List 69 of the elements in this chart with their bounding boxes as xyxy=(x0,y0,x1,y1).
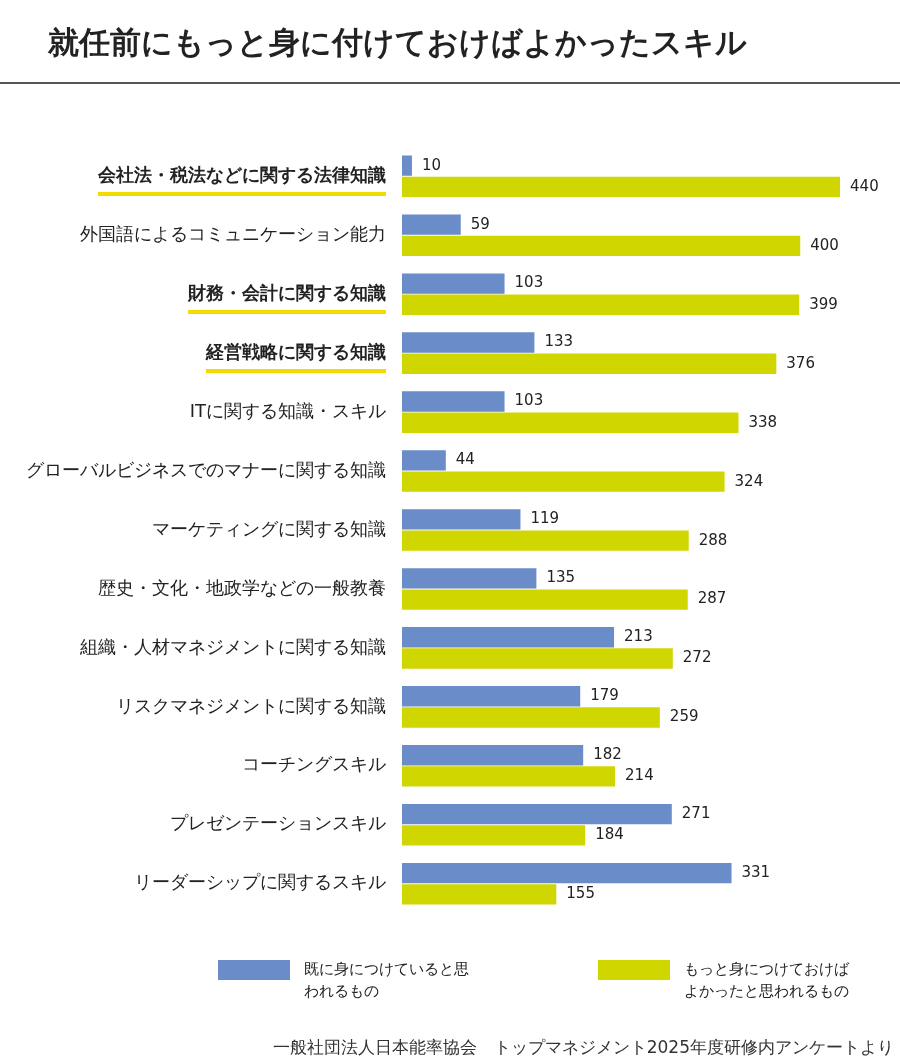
bar xyxy=(402,294,800,315)
data-label: 179 xyxy=(590,686,619,705)
y-tick-label: リスクマネジメントに関する知識 xyxy=(116,694,386,716)
y-tick-label: 歴史・文化・地政学などの一般教養 xyxy=(98,576,386,598)
bar xyxy=(402,884,557,905)
data-label: 259 xyxy=(669,707,699,726)
y-tick-label: コーチングスキル xyxy=(242,753,386,775)
data-label: 213 xyxy=(624,627,653,646)
chart-title: 就任前にもっと身に付けておけばよかったスキル xyxy=(0,0,900,84)
bar xyxy=(402,214,461,235)
bar xyxy=(402,825,586,846)
bar xyxy=(402,627,615,648)
data-label: 184 xyxy=(595,825,624,844)
bar xyxy=(402,509,521,530)
data-label: 103 xyxy=(514,273,544,292)
y-tick-label: マーケティングに関する知識 xyxy=(152,517,386,539)
data-label: 155 xyxy=(566,884,595,903)
bar xyxy=(402,568,537,589)
bar xyxy=(402,155,412,176)
data-label: 44 xyxy=(455,450,475,469)
data-label: 338 xyxy=(748,412,778,431)
bar xyxy=(402,530,689,551)
bar xyxy=(402,176,841,198)
bar xyxy=(402,235,801,257)
data-label: 214 xyxy=(625,766,654,785)
text: 一般社団法人日本能率協会 トップマネジメント2025年度研修内アンケートより xyxy=(272,1036,894,1059)
bar xyxy=(402,273,505,294)
bar xyxy=(402,766,616,787)
bar xyxy=(402,471,725,492)
bar xyxy=(402,803,672,825)
data-label: 103 xyxy=(514,391,544,410)
bar xyxy=(402,862,732,884)
y-tick-label: 会社法・税法などに関する法律知識 xyxy=(97,163,386,185)
data-label: 440 xyxy=(850,176,879,195)
data-label: 59 xyxy=(470,214,490,233)
bar xyxy=(402,648,673,669)
legend-label: もっと身につけておけばよかったと思われるもの xyxy=(684,959,850,1002)
bar xyxy=(402,707,660,728)
bar xyxy=(402,332,535,353)
bar xyxy=(402,686,581,707)
y-tick-label: 財務・会計に関する知識 xyxy=(187,281,386,303)
legend-label: 既に身につけていると思われるもの xyxy=(304,959,470,1002)
y-tick-label: リーダーシップに関するスキル xyxy=(134,871,386,893)
data-label: 399 xyxy=(809,294,838,313)
data-label: 182 xyxy=(593,745,622,764)
data-label: 10 xyxy=(421,155,442,174)
data-label: 288 xyxy=(698,530,728,549)
y-tick-label: 外国語によるコミュニケーション能力 xyxy=(80,222,386,244)
data-label: 324 xyxy=(734,471,764,490)
data-label: 331 xyxy=(741,863,771,881)
data-label: 272 xyxy=(682,648,712,667)
y-tick-label: グローバルビジネスでのマナーに関する知識 xyxy=(26,458,386,480)
bar xyxy=(402,353,777,374)
data-label: 133 xyxy=(544,332,574,351)
data-label: 400 xyxy=(810,235,839,254)
bar xyxy=(402,391,505,412)
bar xyxy=(402,412,739,433)
bar xyxy=(402,450,446,471)
y-tick-label: 経営戦略に関する知識 xyxy=(205,340,386,362)
y-tick-label: プレゼンテーションスキル xyxy=(170,812,386,834)
bar xyxy=(402,589,688,610)
data-label: 271 xyxy=(681,804,711,823)
y-tick-label: ITに関する知識・スキル xyxy=(189,399,386,421)
data-label: 376 xyxy=(786,353,815,372)
y-tick-label: 組織・人材マネジメントに関する知識 xyxy=(79,635,386,657)
data-label: 287 xyxy=(697,589,727,608)
data-label: 135 xyxy=(546,568,576,587)
data-label: 119 xyxy=(530,509,560,528)
bar xyxy=(402,745,584,766)
